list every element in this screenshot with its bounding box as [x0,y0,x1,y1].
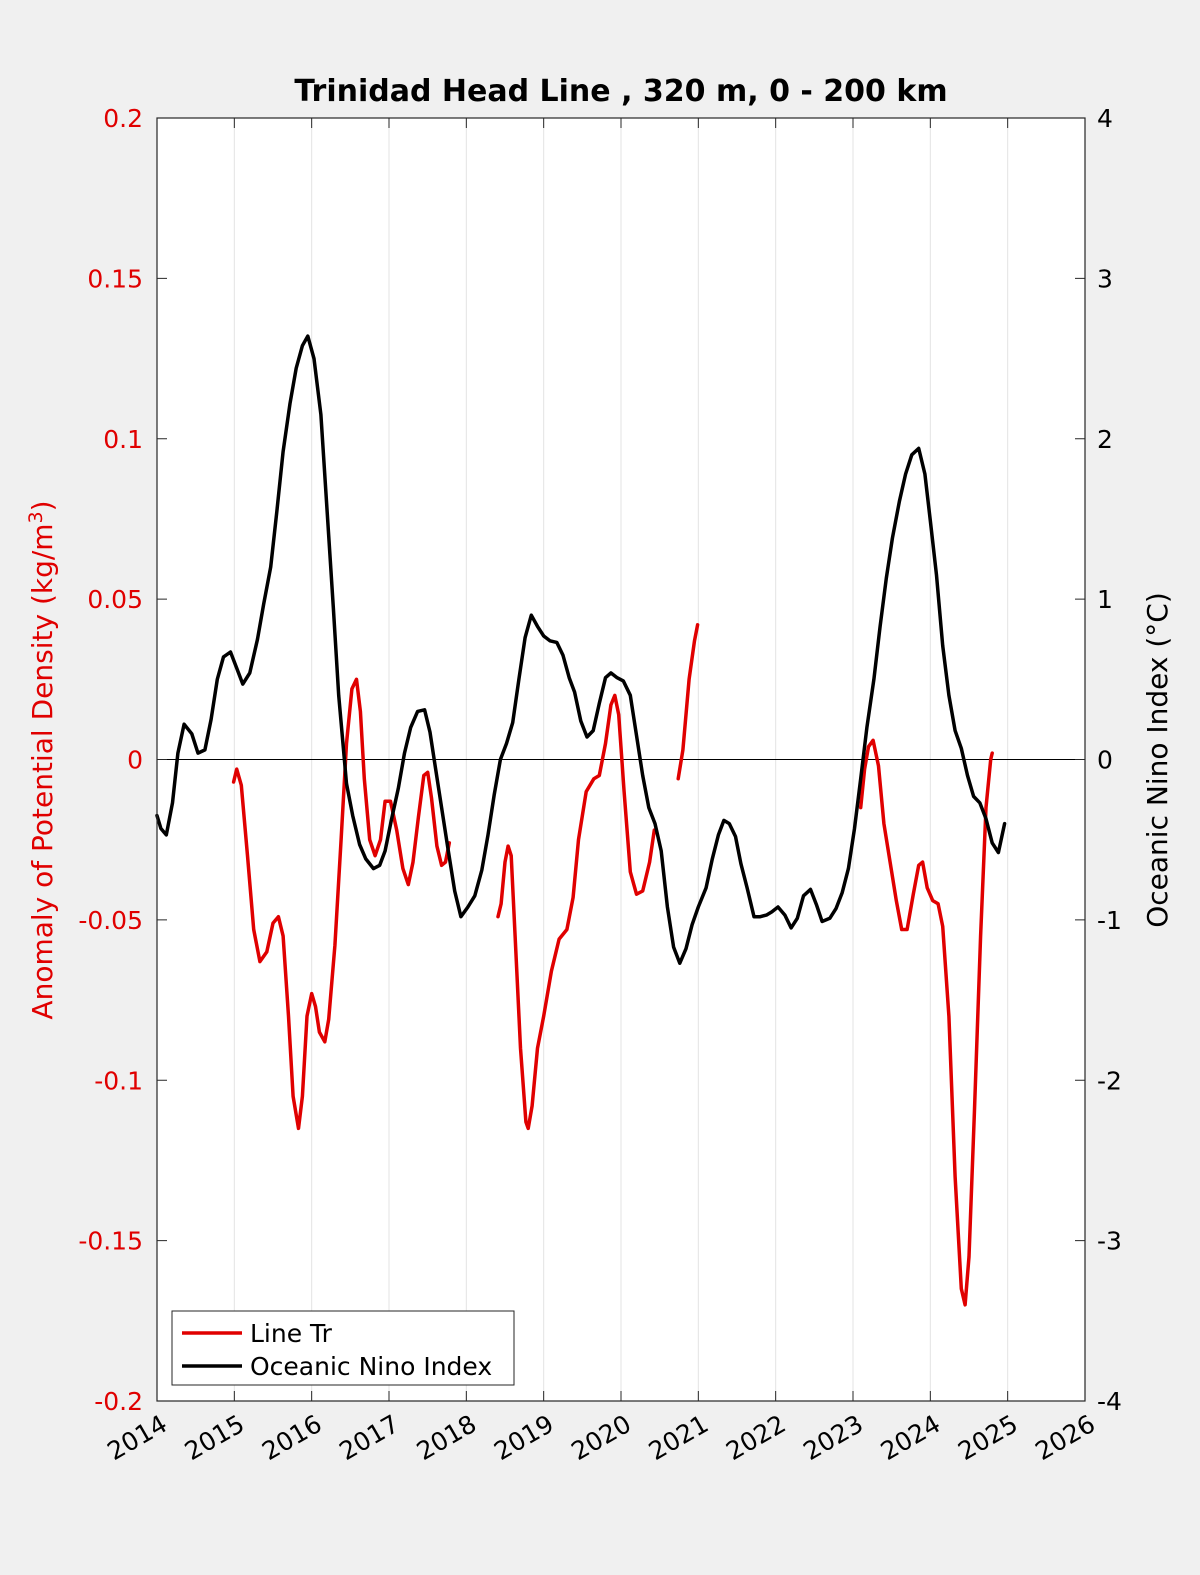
legend-box [171,1310,515,1386]
y-right-tick-label: 2 [1097,425,1113,454]
y-left-axis-label-text: Anomaly of Potential Density (kg/m [26,523,59,1019]
y-left-tick-label: -0.15 [78,1227,143,1256]
y-left-tick-label: 0.05 [87,585,143,614]
y-right-tick-label: -4 [1097,1387,1122,1416]
y-right-tick-label: -2 [1097,1066,1122,1095]
y-left-axis-label: Anomaly of Potential Density (kg/m3) [25,500,59,1019]
series-oceanic-nino-index [155,334,1007,965]
y-left-tick-label: -0.2 [94,1387,143,1416]
y-right-tick-label: -3 [1097,1227,1122,1256]
y-left-axis-label-superscript: 3 [25,511,47,523]
y-left-tick-label: -0.05 [78,906,143,935]
y-left-tick-label: 0 [127,746,143,775]
series-line-segment [676,623,700,781]
y-right-tick-label: 3 [1097,264,1113,293]
y-right-tick-label: -1 [1097,906,1122,935]
series-layer [155,334,1007,1307]
legend-label-oni: Oceanic Nino Index [250,1352,492,1381]
chart-title: Trinidad Head Line , 320 m, 0 - 200 km [294,74,947,109]
series-line-segment [231,677,452,1131]
y-right-tick-label: 4 [1097,104,1113,133]
y-right-axis-label: Oceanic Nino Index (°C) [1141,592,1174,928]
y-right-tick-label: 1 [1097,585,1113,614]
legend-label-line-tr: Line Tr [250,1319,333,1348]
y-left-tick-label: -0.1 [94,1066,143,1095]
y-right-tick-labels: 4 3 2 1 0 -1 -2 -3 -4 [1097,104,1122,1416]
y-left-tick-labels: 0.2 0.15 0.1 0.05 0 -0.05 -0.1 -0.15 -0.2 [78,104,143,1416]
series-line-segment [858,738,994,1307]
y-left-tick-label: 0.1 [103,425,143,454]
series-line-segment [155,334,1007,965]
y-left-axis-label-close: ) [26,500,59,511]
axis-ticks [156,117,1086,1402]
y-left-tick-label: 0.2 [103,104,143,133]
y-left-tick-label: 0.15 [87,264,143,293]
series-line-segment [496,693,657,1131]
legend: Line Tr Oceanic Nino Index [171,1310,515,1386]
series-line-tr [231,623,994,1307]
y-right-tick-label: 0 [1097,746,1113,775]
